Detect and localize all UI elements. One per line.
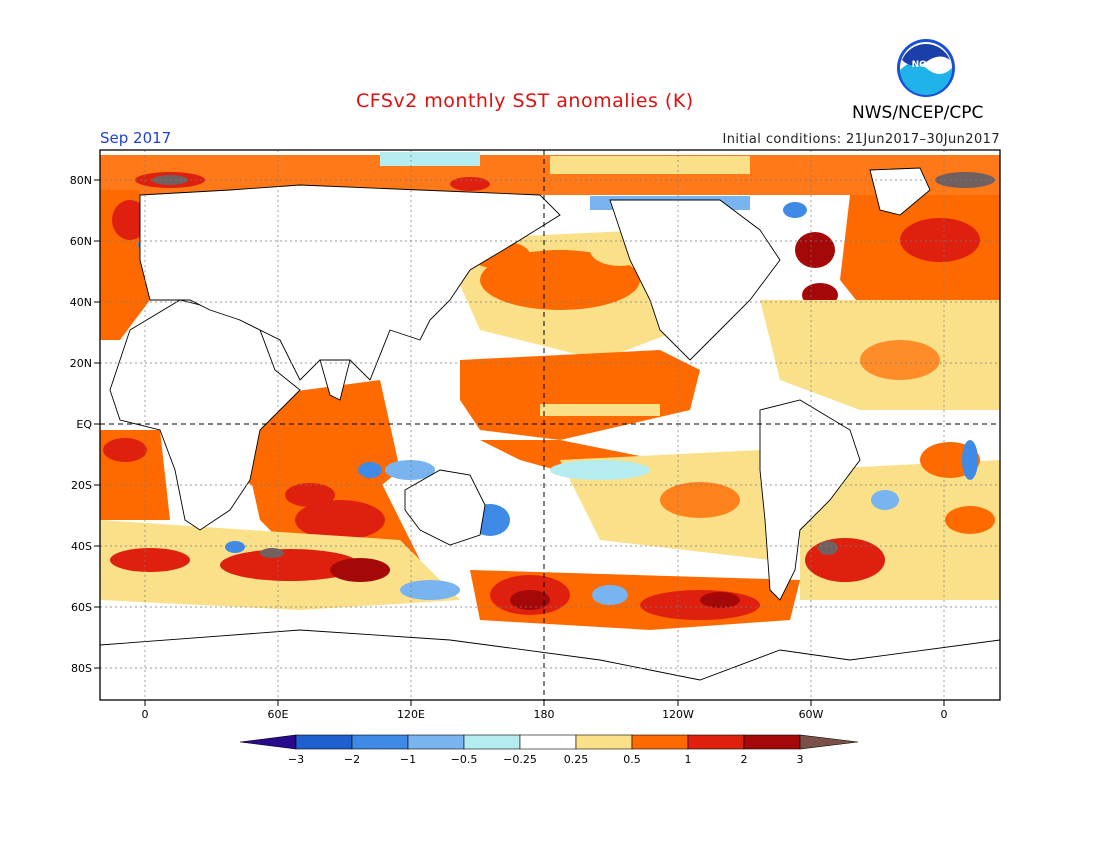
colorbar-swatch [463, 734, 521, 750]
colorbar-swatch [743, 734, 801, 750]
lat-label: 40N [70, 296, 92, 309]
lat-label: 60N [70, 235, 92, 248]
lat-label: 20N [70, 357, 92, 370]
lon-label: 60E [268, 708, 289, 721]
colorbar-swatch [575, 734, 633, 750]
colorbar-min-arrow [239, 734, 297, 750]
colorbar-tick-label: −2 [344, 753, 360, 766]
colorbar-swatch [295, 734, 353, 750]
colorbar-tick-label: 0.5 [623, 753, 641, 766]
noaa-logo: NOAA [897, 39, 955, 97]
colorbar-tick-label: 0.25 [564, 753, 589, 766]
lat-label: 20S [71, 479, 92, 492]
colorbar: −3 −2 −1 −0.5 −0.25 0.25 0.5 1 2 3 [239, 734, 859, 766]
colorbar-tick-label: −0.5 [451, 753, 478, 766]
lon-label: 120E [397, 708, 425, 721]
lat-label: EQ [76, 418, 92, 431]
graticule [100, 150, 1000, 700]
colorbar-tick-label: −3 [288, 753, 304, 766]
colorbar-swatch [351, 734, 409, 750]
initial-conditions: Initial conditions: 21Jun2017–30Jun2017 [722, 132, 1000, 147]
lon-label: 120W [662, 708, 694, 721]
lat-label: 80S [71, 662, 92, 675]
lon-label: 0 [142, 708, 149, 721]
anomaly-fields [100, 152, 1000, 630]
colorbar-swatch [407, 734, 465, 750]
colorbar-tick-label: 3 [797, 753, 804, 766]
colorbar-swatch [519, 734, 577, 750]
tick-marks [94, 179, 945, 706]
lon-label: 60W [799, 708, 824, 721]
lon-label: 0 [941, 708, 948, 721]
noaa-logo-text: NOAA [912, 60, 941, 70]
agency-label: NWS/NCEP/CPC [852, 103, 984, 123]
lat-label: 60S [71, 601, 92, 614]
colorbar-swatch [631, 734, 689, 750]
colorbar-swatch [687, 734, 745, 750]
colorbar-tick-label: −1 [400, 753, 416, 766]
land-masses [100, 167, 1000, 700]
forecast-month: Sep 2017 [100, 129, 172, 147]
colorbar-tick-label: 2 [741, 753, 748, 766]
colorbar-tick-label: 1 [685, 753, 692, 766]
colorbar-max-arrow [799, 734, 859, 750]
lat-label: 80N [70, 174, 92, 187]
reference-lines [100, 150, 1000, 700]
lon-label: 180 [534, 708, 555, 721]
lat-label: 40S [71, 540, 92, 553]
figure-title: CFSv2 monthly SST anomalies (K) [356, 90, 694, 112]
colorbar-tick-label: −0.25 [503, 753, 537, 766]
map-frame [99, 149, 1001, 701]
